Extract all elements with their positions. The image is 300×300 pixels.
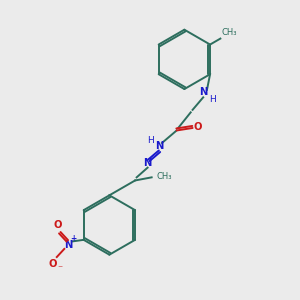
Text: N: N <box>154 141 163 151</box>
Text: O: O <box>193 122 202 132</box>
Text: H: H <box>147 136 154 145</box>
Text: N: N <box>199 87 207 97</box>
Text: +: + <box>70 234 76 243</box>
Text: H: H <box>209 95 216 104</box>
Text: N: N <box>64 239 72 250</box>
Text: CH₃: CH₃ <box>157 172 172 181</box>
Text: CH₃: CH₃ <box>222 28 237 37</box>
Text: O: O <box>54 220 62 230</box>
Text: O: O <box>48 259 57 269</box>
Text: N: N <box>143 158 152 168</box>
Text: ⁻: ⁻ <box>57 265 62 275</box>
